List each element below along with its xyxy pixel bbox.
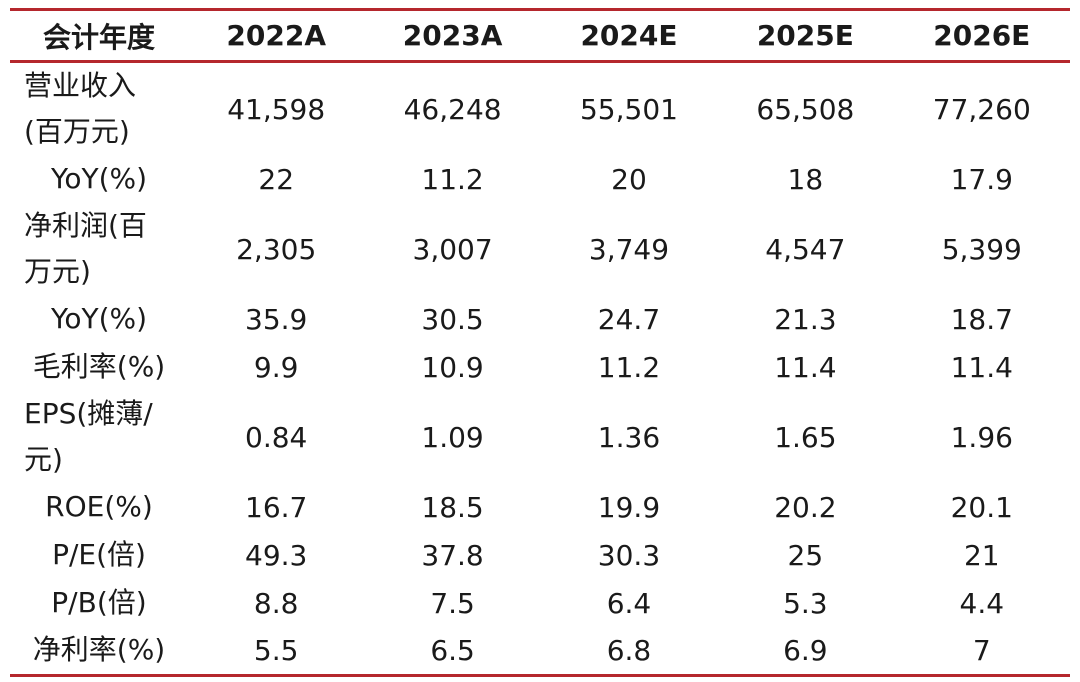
- table-cell: 0.84: [245, 420, 308, 454]
- table-cell: 77,260: [932, 92, 1031, 126]
- table-row-gross-margin: 毛利率(%) 9.9 10.9 11.2 11.4 11.4: [10, 343, 1070, 391]
- table-cell: 6.5: [430, 633, 475, 667]
- table-cell: 8.8: [253, 586, 299, 620]
- table-cell: 11.2: [597, 350, 661, 384]
- table-cell: 11.4: [950, 350, 1013, 384]
- table-cell: 1.96: [950, 420, 1013, 454]
- table-cell: 1.65: [774, 420, 837, 454]
- table-cell: 24.7: [597, 302, 661, 336]
- table-cell: 11.2: [421, 162, 484, 196]
- header-year-2026E: 2026E: [933, 19, 1031, 52]
- table-cell: 11.4: [774, 350, 837, 384]
- row-label: 净利率(%): [32, 633, 166, 667]
- row-label: P/B(倍): [51, 586, 147, 619]
- header-year-2022A: 2022A: [226, 19, 326, 52]
- table-cell: 35.9: [245, 302, 308, 336]
- header-year-2024E: 2024E: [580, 19, 678, 52]
- financial-forecast-table: 会计年度 2022A 2023A 2024E 2025E 2026E 营业收入(…: [10, 8, 1070, 677]
- table-cell: 2,305: [236, 232, 317, 266]
- table-row-revenue: 营业收入(百万元) 41,598 46,248 55,501 65,508 77…: [10, 62, 1070, 156]
- table-cell: 1.09: [421, 420, 484, 454]
- table-cell: 55,501: [579, 92, 678, 126]
- table-cell: 20.2: [774, 490, 837, 524]
- header-year-2025E: 2025E: [756, 19, 854, 52]
- table-cell: 20.1: [950, 490, 1013, 524]
- table-cell: 4,547: [765, 232, 846, 266]
- table-cell: 5,399: [941, 232, 1022, 266]
- table-row-roe: ROE(%) 16.7 18.5 19.9 20.2 20.1: [10, 483, 1070, 531]
- table-cell: 10.9: [421, 350, 484, 384]
- table-cell: 37.8: [421, 538, 484, 572]
- header-label: 会计年度: [42, 20, 155, 54]
- table-cell: 3,007: [412, 232, 493, 266]
- table-cell: 7: [972, 633, 991, 667]
- table-cell: 4.4: [959, 586, 1005, 620]
- table-cell: 41,598: [227, 92, 326, 126]
- table-cell: 7.5: [430, 586, 475, 620]
- table-row-net-margin: 净利率(%) 5.5 6.5 6.8 6.9 7: [10, 627, 1070, 675]
- table-row-pe: P/E(倍) 49.3 37.8 30.3 25 21: [10, 531, 1070, 579]
- row-label: ROE(%): [45, 490, 153, 523]
- table-cell: 3,749: [588, 232, 670, 266]
- row-label: 营业收入(百万元): [24, 69, 137, 148]
- row-label: P/E(倍): [52, 538, 146, 571]
- table-cell: 46,248: [403, 92, 502, 126]
- table-cell: 18.5: [421, 490, 484, 524]
- table-cell: 30.3: [597, 538, 661, 572]
- table-cell: 22: [258, 162, 295, 196]
- table-cell: 21.3: [774, 302, 837, 336]
- header-row: 会计年度 2022A 2023A 2024E 2025E 2026E: [10, 9, 1070, 62]
- table-cell: 65,508: [756, 92, 855, 126]
- table-cell: 6.9: [783, 633, 828, 667]
- table-cell: 5.5: [253, 633, 299, 667]
- header-year-2023A: 2023A: [402, 19, 503, 52]
- row-label: EPS(摊薄/元): [24, 397, 153, 476]
- table-cell: 20: [611, 162, 647, 196]
- table-cell: 5.3: [783, 586, 828, 620]
- row-label: 净利润(百万元): [24, 209, 147, 288]
- table-cell: 6.8: [606, 633, 652, 667]
- table-row-eps: EPS(摊薄/元) 0.84 1.09 1.36 1.65 1.96: [10, 391, 1070, 483]
- table-cell: 30.5: [421, 302, 484, 336]
- table-cell: 1.36: [597, 420, 661, 454]
- row-label: YoY(%): [50, 302, 148, 335]
- table-cell: 6.4: [606, 586, 652, 620]
- row-label: YoY(%): [50, 162, 148, 195]
- row-label: 毛利率(%): [32, 350, 166, 383]
- table-cell: 49.3: [245, 538, 308, 572]
- table-cell: 17.9: [950, 162, 1013, 196]
- table-cell: 18.7: [950, 302, 1013, 336]
- table-cell: 18: [787, 162, 824, 196]
- table-cell: 19.9: [597, 490, 661, 524]
- table-cell: 21: [963, 538, 1000, 572]
- table-row-revenue-yoy: YoY(%) 22 11.2 20 18 17.9: [10, 155, 1070, 203]
- table-cell: 25: [787, 538, 824, 572]
- table-row-pb: P/B(倍) 8.8 7.5 6.4 5.3 4.4: [10, 579, 1070, 627]
- table-row-net-profit-yoy: YoY(%) 35.9 30.5 24.7 21.3 18.7: [10, 295, 1070, 343]
- table-cell: 9.9: [253, 350, 299, 384]
- financial-forecast-table-container: 会计年度 2022A 2023A 2024E 2025E 2026E 营业收入(…: [10, 8, 1070, 677]
- table-cell: 16.7: [245, 490, 308, 524]
- table-row-net-profit: 净利润(百万元) 2,305 3,007 3,749 4,547 5,399: [10, 203, 1070, 295]
